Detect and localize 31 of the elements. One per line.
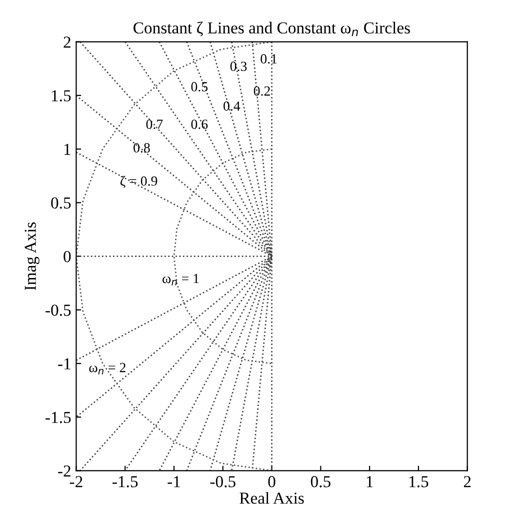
annotation: 0.5	[191, 82, 208, 92]
y-tick-label: 1.5	[52, 90, 71, 102]
y-tick-label: 1	[64, 144, 70, 155]
y-tick-label: -1.5	[46, 412, 71, 424]
x-tick-label: 1.5	[410, 476, 428, 488]
y-tick-label: -1	[58, 358, 70, 370]
x-axis-title: Real Axis	[240, 492, 304, 504]
y-tick-label: 2	[64, 36, 70, 48]
annotation: 0.2	[254, 86, 270, 96]
x-tick-label: -1.5	[112, 476, 138, 488]
y-tick-label: -2	[58, 465, 70, 476]
y-tick-label: 0.5	[51, 197, 71, 209]
annotation: 0.1	[260, 54, 277, 64]
annotation: 0.7	[146, 120, 163, 130]
annotation: ω$_{n}$ = 2	[89, 362, 126, 374]
chart-title: Constant ζ Lines and Constant ω$_{n}$ Circles	[134, 22, 410, 36]
y-tick-label: -0.5	[46, 304, 71, 316]
annotation: 0.4	[224, 101, 240, 111]
x-tick-label: -0.5	[210, 476, 236, 488]
x-tick-label: 2	[464, 476, 471, 488]
y-axis-title: Imag Axis	[24, 222, 40, 290]
x-tick-label: 0.5	[310, 476, 330, 488]
y-tick-label: 0	[64, 250, 71, 262]
x-tick-label: -1	[168, 476, 180, 488]
annotation: ζ = 0.9	[120, 176, 158, 188]
annotation: 0.3	[230, 62, 247, 72]
annotation: ω$_{n}$ = 1	[162, 274, 199, 286]
annotation: 0.6	[191, 120, 208, 130]
x-tick-label: 0	[268, 476, 276, 488]
x-tick-label: 1	[366, 476, 373, 488]
annotation: 0.8	[134, 143, 150, 153]
